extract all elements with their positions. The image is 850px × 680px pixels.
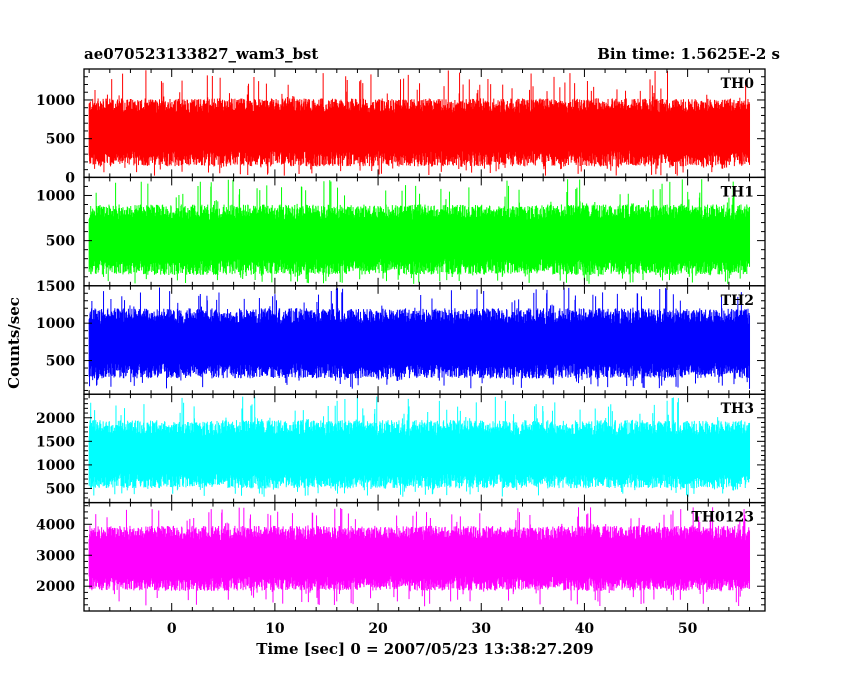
panels-group: 0 500 1000 TH0 500 1000 TH1 500 1000 1500 TH2 500 10… bbox=[36, 68, 766, 612]
series-th1-core bbox=[89, 223, 750, 256]
y-tick-label: 1000 bbox=[36, 93, 75, 109]
x-tick-label: 10 bbox=[265, 621, 285, 637]
x-tick-label: 20 bbox=[368, 621, 388, 637]
y-tick-label: 3000 bbox=[36, 548, 75, 564]
panel-th0: 0 500 1000 TH0 bbox=[36, 68, 766, 186]
x-tick-label: 30 bbox=[472, 621, 492, 637]
y-tick-label: 1000 bbox=[36, 188, 75, 204]
y-tick-label: 500 bbox=[46, 234, 75, 250]
y-tick-label: 2000 bbox=[36, 411, 75, 427]
y-axis-label: Counts/sec bbox=[5, 297, 23, 389]
x-tick-label: 40 bbox=[575, 621, 595, 637]
panel-label-th1: TH1 bbox=[721, 184, 754, 200]
x-axis: 0 10 20 30 40 50 bbox=[167, 621, 698, 637]
x-tick-label: 0 bbox=[167, 621, 177, 637]
series-th0123-core bbox=[89, 543, 750, 573]
panel-label-th2: TH2 bbox=[721, 293, 754, 309]
y-tick-label: 500 bbox=[46, 481, 75, 497]
series-th3-core bbox=[89, 439, 750, 471]
panel-frame bbox=[83, 501, 766, 612]
y-tick-label: 1000 bbox=[36, 316, 75, 332]
y-tick-label: 4000 bbox=[36, 517, 75, 533]
y-tick-label: 500 bbox=[46, 354, 75, 370]
y-tick-label: 1000 bbox=[36, 458, 75, 474]
chart-title-right: Bin time: 1.5625E-2 s bbox=[597, 45, 780, 63]
panel-label-th3: TH3 bbox=[721, 401, 754, 417]
series-th2-core bbox=[89, 327, 750, 360]
y-tick-label: 1500 bbox=[36, 279, 75, 295]
panel-th2: 500 1000 1500 TH2 bbox=[36, 279, 766, 395]
y-tick-label: 0 bbox=[65, 170, 75, 186]
y-tick-label: 500 bbox=[46, 132, 75, 148]
y-tick-label: 1500 bbox=[36, 434, 75, 450]
panel-th1: 500 1000 TH1 bbox=[36, 176, 766, 287]
panel-label-th0123: TH0123 bbox=[691, 510, 754, 526]
series-th0-core bbox=[89, 116, 750, 147]
x-axis-label: Time [sec] 0 = 2007/05/23 13:38:27.209 bbox=[256, 640, 593, 658]
panel-th0123: 2000 3000 4000 TH0123 bbox=[36, 501, 766, 612]
panel-th3: 500 1000 1500 2000 TH3 bbox=[36, 393, 766, 504]
chart-title-left: ae070523133827_wam3_bst bbox=[84, 45, 318, 63]
x-tick-label: 50 bbox=[678, 621, 698, 637]
panel-label-th0: TH0 bbox=[721, 76, 755, 92]
y-tick-label: 2000 bbox=[36, 579, 75, 595]
